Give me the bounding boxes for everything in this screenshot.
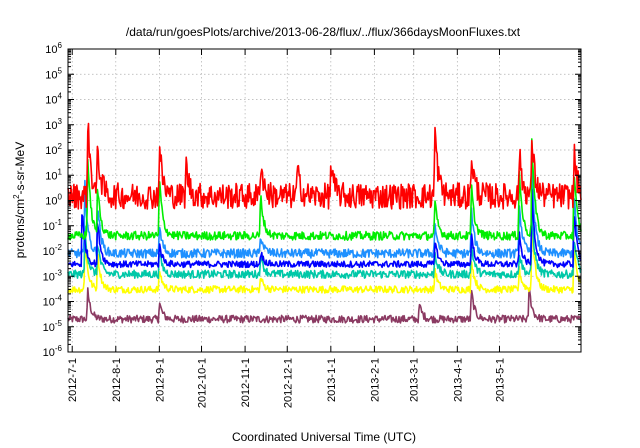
series-line-5 bbox=[67, 138, 582, 241]
series-line-6 bbox=[67, 122, 582, 210]
chart-title: /data/run/goesPlots/archive/2013-06-28/f… bbox=[126, 25, 521, 39]
x-tick-label: 2012-8-1 bbox=[111, 358, 123, 402]
series-layer bbox=[67, 122, 582, 324]
y-tick-label: 10-5 bbox=[43, 319, 63, 334]
y-tick-label: 100 bbox=[45, 193, 62, 208]
y-tick-label: 10-1 bbox=[43, 218, 63, 233]
series-line-0 bbox=[67, 287, 582, 324]
y-tick-label: 10-6 bbox=[43, 344, 63, 359]
series-line-4 bbox=[67, 188, 582, 269]
y-axis-label-rest: -s-sr-MeV bbox=[13, 142, 27, 195]
x-tick-label: 2013-3-1 bbox=[409, 358, 421, 402]
x-tick-label: 2013-5-1 bbox=[494, 358, 506, 402]
x-tick-label: 2013-4-1 bbox=[452, 358, 464, 402]
y-tick-label: 104 bbox=[45, 92, 62, 107]
series-line-1 bbox=[67, 218, 582, 294]
x-tick-label: 2012-10-1 bbox=[197, 358, 209, 408]
grid bbox=[68, 49, 581, 352]
y-tick-label: 103 bbox=[45, 117, 62, 132]
x-tick-label: 2013-1-1 bbox=[326, 358, 338, 402]
x-tick-label: 2012-11-1 bbox=[240, 358, 252, 407]
x-tick-label: 2012-12-1 bbox=[282, 358, 294, 408]
series-line-3 bbox=[67, 167, 582, 259]
y-tick-label: 101 bbox=[45, 167, 62, 182]
y-tick-label: 10-2 bbox=[43, 243, 63, 258]
y-axis: 10-6 10-5 10-4 10-3 10-2 10-1 100 101 102 103 104 1… bbox=[43, 41, 581, 359]
series-line-2 bbox=[67, 213, 582, 280]
x-tick-label: 2012-9-1 bbox=[154, 358, 166, 402]
y-axis-label-main: protons/cm bbox=[13, 199, 27, 258]
x-axis-label: Coordinated Universal Time (UTC) bbox=[232, 430, 416, 444]
y-tick-label: 106 bbox=[45, 41, 62, 56]
y-axis-label: protons/cm2-s-sr-MeV bbox=[12, 142, 27, 258]
x-tick-label: 2013-2-1 bbox=[369, 358, 381, 402]
x-axis: 2012-7-1 2012-8-1 2012-9-1 2012-10-1 2012-11… bbox=[67, 49, 506, 408]
y-tick-label: 102 bbox=[45, 142, 62, 157]
x-tick-label: 2012-7-1 bbox=[67, 358, 79, 402]
y-tick-label: 10-4 bbox=[43, 294, 63, 309]
y-tick-label: 105 bbox=[45, 66, 62, 81]
y-axis-label-sup: 2 bbox=[12, 194, 21, 199]
y-tick-label: 10-3 bbox=[43, 268, 63, 283]
